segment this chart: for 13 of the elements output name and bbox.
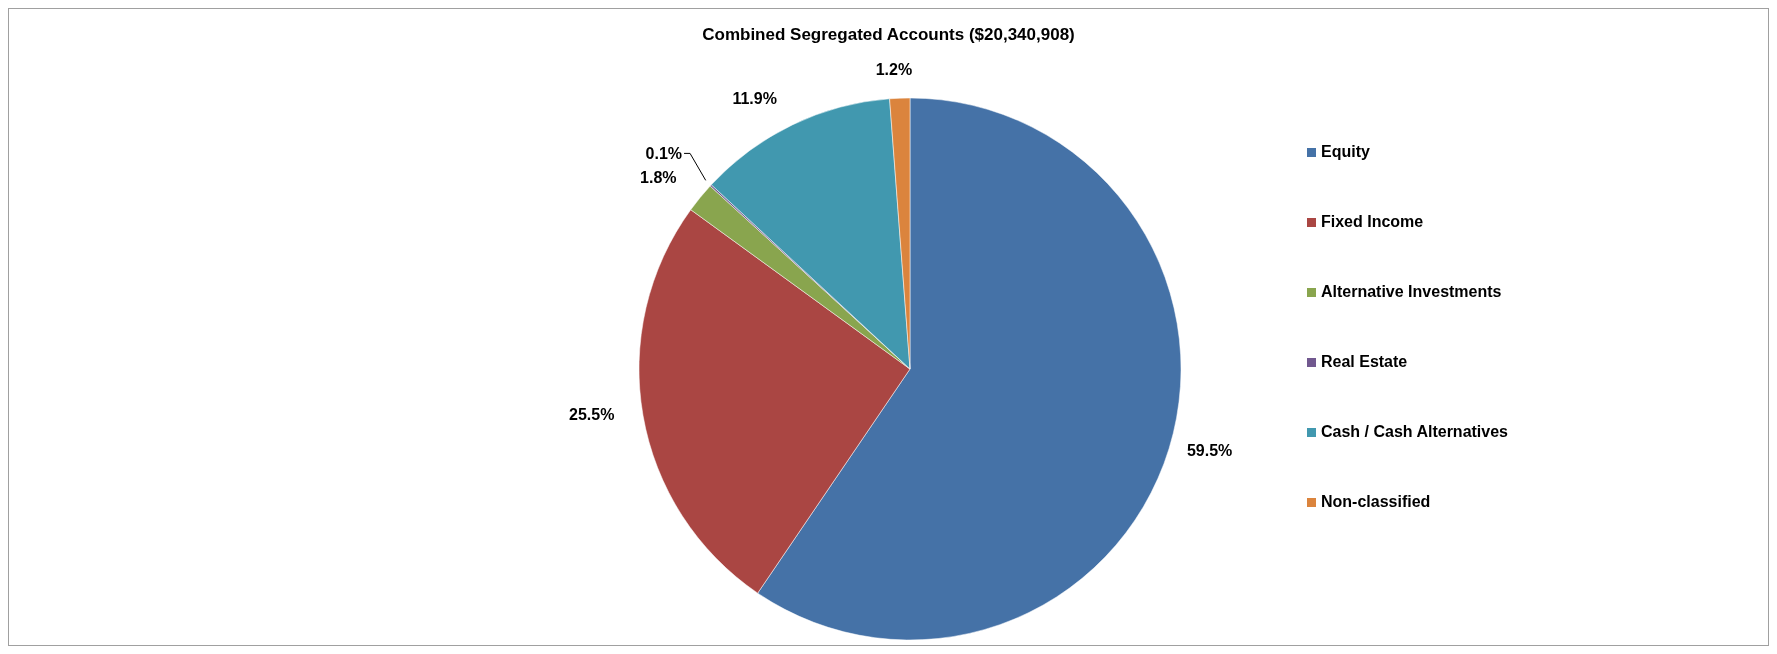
chart-title: Combined Segregated Accounts ($20,340,908) [701, 25, 1076, 45]
data-label: 59.5% [1186, 442, 1233, 460]
data-label: 1.8% [640, 168, 677, 186]
legend-label: Alternative Investments [1320, 283, 1502, 301]
data-label: 0.1% [645, 144, 683, 162]
legend-label: Real Estate [1320, 353, 1408, 371]
legend-label: Non-classified [1320, 493, 1431, 511]
legend-label: Cash / Cash Alternatives [1320, 423, 1508, 441]
data-label: 1.2% [875, 60, 913, 78]
data-label: 11.9% [732, 89, 777, 107]
legend-label: Fixed Income [1320, 213, 1424, 231]
legend-label: Equity [1320, 143, 1370, 161]
data-label: 25.5% [569, 406, 615, 424]
